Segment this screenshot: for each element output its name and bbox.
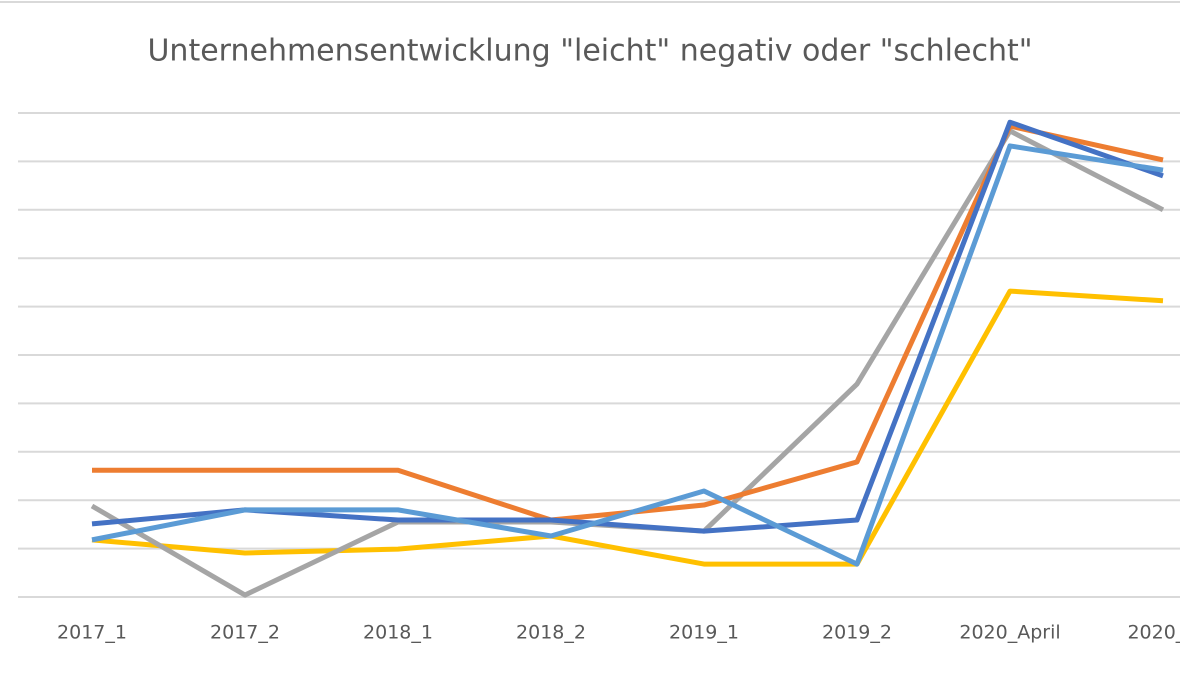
x-tick-label: 2018_2 [516, 622, 586, 644]
x-tick-label: 2020_April [959, 622, 1060, 644]
x-tick-label: 2017_1 [57, 622, 127, 644]
x-tick-label: 2020_C [1127, 622, 1180, 644]
x-tick-label: 2019_1 [669, 622, 739, 644]
series-line [91, 143, 1164, 567]
x-tick-label: 2017_2 [210, 622, 280, 644]
series-line [91, 288, 1164, 567]
chart-title: Unternehmensentwicklung "leicht" negativ… [147, 34, 1032, 69]
series-line [92, 123, 1164, 523]
x-tick-label: 2019_2 [822, 622, 892, 644]
x-tick-label: 2018_1 [363, 622, 433, 644]
